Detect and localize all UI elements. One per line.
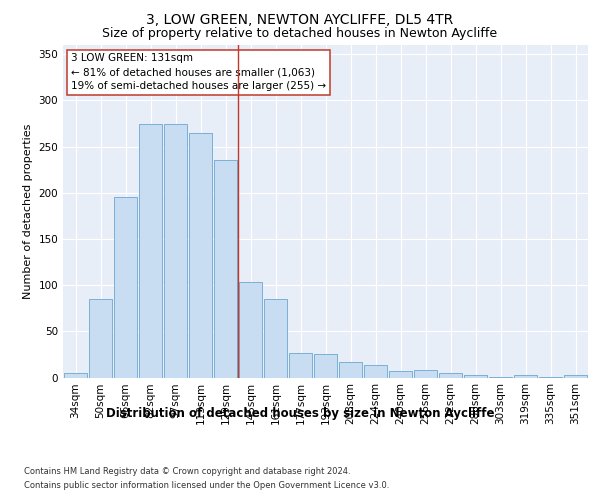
Bar	[364, 364, 388, 378]
Bar	[314, 354, 337, 378]
Bar	[263, 299, 287, 378]
Bar	[164, 124, 187, 378]
Bar	[289, 354, 313, 378]
Bar	[188, 132, 212, 378]
Text: Distribution of detached houses by size in Newton Aycliffe: Distribution of detached houses by size …	[106, 408, 494, 420]
Bar	[439, 373, 463, 378]
Bar	[64, 373, 88, 378]
Bar	[139, 124, 163, 378]
Bar	[563, 374, 587, 378]
Text: 3 LOW GREEN: 131sqm
← 81% of detached houses are smaller (1,063)
19% of semi-det: 3 LOW GREEN: 131sqm ← 81% of detached ho…	[71, 54, 326, 92]
Bar	[539, 376, 562, 378]
Text: Contains public sector information licensed under the Open Government Licence v3: Contains public sector information licen…	[24, 481, 389, 490]
Bar	[239, 282, 262, 378]
Bar	[389, 371, 412, 378]
Text: Contains HM Land Registry data © Crown copyright and database right 2024.: Contains HM Land Registry data © Crown c…	[24, 468, 350, 476]
Bar	[413, 370, 437, 378]
Text: Size of property relative to detached houses in Newton Aycliffe: Size of property relative to detached ho…	[103, 28, 497, 40]
Text: 3, LOW GREEN, NEWTON AYCLIFFE, DL5 4TR: 3, LOW GREEN, NEWTON AYCLIFFE, DL5 4TR	[146, 12, 454, 26]
Bar	[338, 362, 362, 378]
Bar	[514, 374, 538, 378]
Bar	[113, 198, 137, 378]
Bar	[488, 376, 512, 378]
Bar	[89, 299, 112, 378]
Bar	[214, 160, 238, 378]
Y-axis label: Number of detached properties: Number of detached properties	[23, 124, 33, 299]
Bar	[464, 374, 487, 378]
